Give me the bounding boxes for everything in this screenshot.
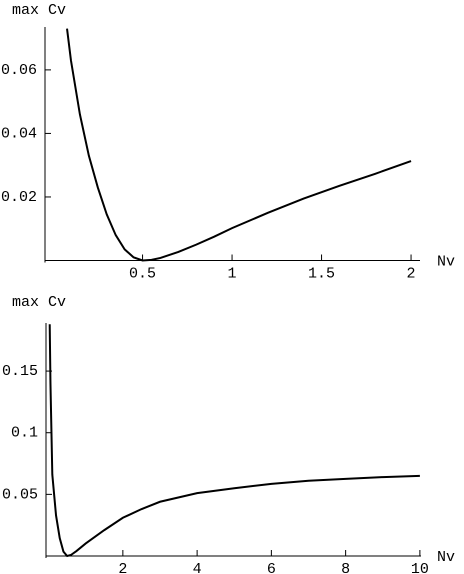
x-tick-label: 1.5 — [308, 265, 335, 282]
y-tick-label: 0.02 — [1, 189, 37, 206]
x-tick-label: 2 — [407, 265, 416, 282]
x-tick-label: 1 — [228, 265, 237, 282]
x-tick-label: 8 — [341, 561, 350, 574]
y-axis-label: max Cv — [12, 2, 66, 19]
x-axis-label: Nv — [437, 549, 455, 566]
x-tick-label: 4 — [193, 561, 202, 574]
y-tick-label: 0.04 — [1, 125, 37, 142]
y-tick-label: 0.05 — [2, 486, 38, 503]
curve — [66, 28, 412, 262]
y-tick-label: 0.1 — [11, 425, 38, 442]
y-axis-label: max Cv — [12, 294, 66, 311]
x-tick-label: 2 — [118, 561, 127, 574]
y-tick-label: 0.15 — [2, 363, 38, 380]
y-tick-label: 0.06 — [1, 62, 37, 79]
x-tick-label: 10 — [411, 561, 429, 574]
x-tick-label: 0.5 — [129, 265, 156, 282]
curve — [48, 324, 420, 558]
x-tick-label: 6 — [267, 561, 276, 574]
x-axis-label: Nv — [437, 253, 455, 270]
